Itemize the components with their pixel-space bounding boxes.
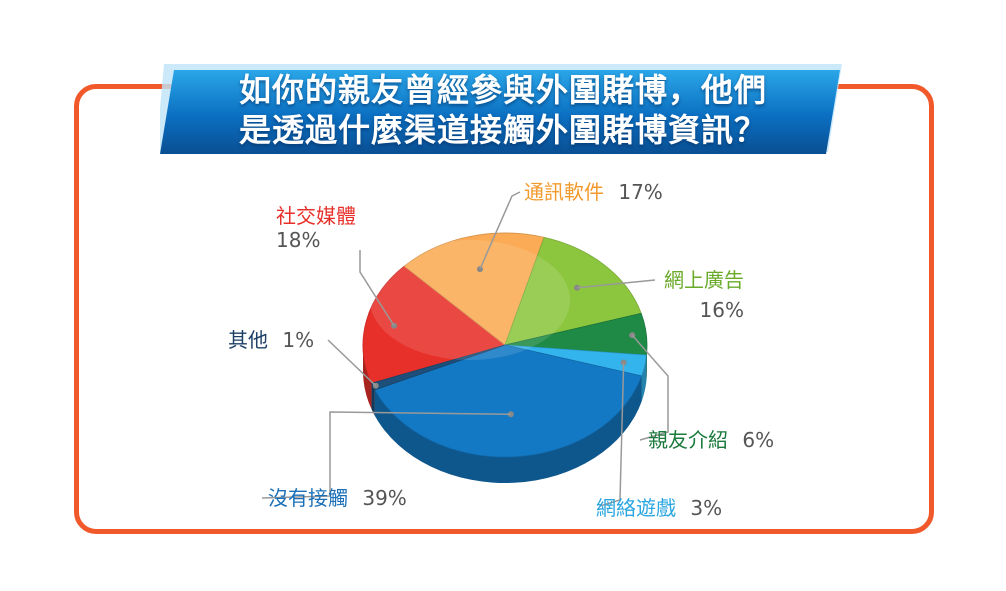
slice-name: 網上廣告: [664, 268, 744, 292]
slice-name: 網絡遊戲: [596, 496, 676, 520]
slice-label-online-ads: 網上廣告 16%: [664, 268, 744, 322]
leader-line-2: [576, 279, 656, 289]
pie-side-4: [641, 355, 647, 402]
title-banner: 如你的親友曾經參與外圍賭博，他們 是透過什麼渠道接觸外圍賭博資訊？: [160, 60, 846, 160]
slice-name: 親友介紹: [648, 428, 728, 452]
slice-label-friends-referral: 親友介紹 6%: [648, 428, 774, 452]
leader-line-6: [327, 339, 377, 387]
leader-line-0: [359, 250, 395, 327]
pie-side-6: [371, 383, 375, 416]
leader-line-1: [479, 191, 521, 270]
slice-value: 17%: [618, 180, 663, 204]
slice-label-online-games: 網絡遊戲 3%: [596, 496, 722, 520]
slice-label-no-contact: 沒有接觸 39%: [268, 486, 407, 510]
leader-line-5: [261, 411, 511, 499]
slice-value: 6%: [742, 428, 775, 452]
slice-value: 18%: [276, 228, 321, 252]
pie-highlight: [370, 240, 570, 360]
pie-slice-0: [362, 265, 506, 384]
slice-name: 社交媒體: [276, 204, 356, 228]
slice-label-social-media: 社交媒體 18%: [276, 204, 356, 252]
slice-name: 通訊軟件: [524, 180, 604, 204]
slice-label-messaging-apps: 通訊軟件 17%: [524, 180, 663, 204]
pie-slice-2: [504, 236, 642, 346]
slice-value: 1%: [282, 328, 315, 352]
slice-name: 其他: [228, 328, 268, 352]
title-banner-shape: [160, 64, 842, 154]
leader-lines: [261, 191, 669, 507]
title-line-1: 如你的親友曾經參與外圍賭博，他們: [238, 71, 767, 109]
leader-line-4: [599, 362, 625, 507]
slice-name: 沒有接觸: [268, 486, 348, 510]
leader-line-3: [631, 334, 669, 441]
slice-value: 39%: [362, 486, 407, 510]
slice-value: 16%: [699, 298, 744, 322]
slice-value: 3%: [690, 496, 723, 520]
slice-label-other: 其他 1%: [228, 328, 314, 352]
pie-side-5: [374, 375, 642, 483]
title-line-2: 是透過什麼渠道接觸外圍賭博資訊？: [238, 111, 767, 149]
pie-slices-layer: [362, 232, 648, 458]
pie-slice-1: [403, 232, 545, 346]
chart-title: 如你的親友曾經參與外圍賭博，他們 是透過什麼渠道接觸外圍賭博資訊？: [160, 70, 846, 150]
